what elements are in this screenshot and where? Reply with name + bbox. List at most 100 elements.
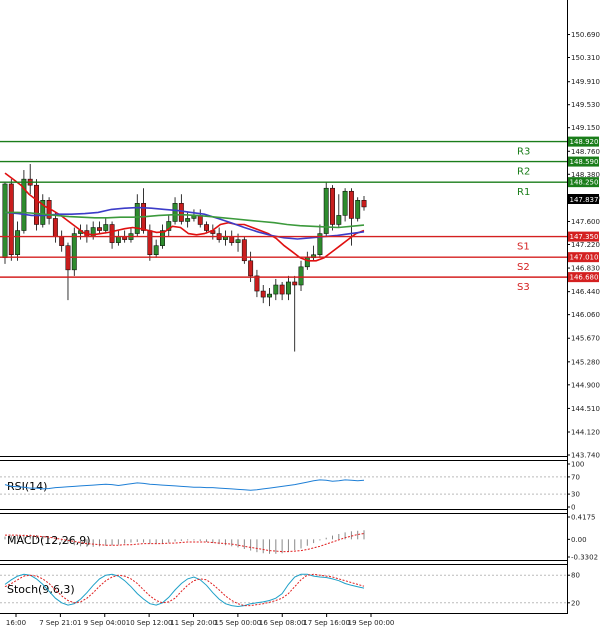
- rsi-line: [4, 479, 365, 491]
- candle: [323, 182, 329, 237]
- time-tick-label: 17 Sep 16:00: [303, 619, 350, 627]
- candle-body: [21, 178, 27, 231]
- candle: [166, 215, 172, 237]
- candle-body: [323, 187, 329, 234]
- candle: [273, 278, 279, 301]
- moving-average-line: [4, 206, 365, 240]
- time-tick-label: 9 Sep 04:00: [84, 619, 126, 627]
- macd-title: MACD(12,26,9): [7, 534, 91, 547]
- level-name-label: S2: [517, 262, 530, 273]
- candle-body: [330, 187, 335, 225]
- candle-body: [267, 293, 272, 298]
- candle-body: [2, 183, 8, 259]
- candle-body: [40, 200, 46, 225]
- indicator-tick-label: 70: [571, 473, 580, 481]
- candle: [153, 239, 159, 258]
- level-price-label: 148.590: [570, 158, 599, 166]
- candle: [97, 221, 102, 234]
- candle-body: [248, 260, 254, 277]
- candle-body: [52, 218, 58, 237]
- candle-body: [361, 200, 367, 208]
- level-price-label: 147.350: [570, 233, 599, 241]
- candle-body: [336, 215, 342, 225]
- candle: [71, 227, 77, 276]
- level-price-tag: [568, 252, 599, 263]
- indicator-tick-label: 0.00: [571, 536, 587, 544]
- rsi-panel: RSI(14) 100 70 30 0: [0, 461, 584, 512]
- candle: [34, 179, 39, 231]
- level-price-tag: [568, 156, 599, 167]
- level-price-label: 148.920: [570, 138, 599, 146]
- candle-body: [235, 239, 241, 243]
- candle-body: [153, 245, 159, 255]
- time-tick-label: 15 Sep 00:00: [215, 619, 262, 627]
- level-price-tag: [568, 177, 599, 188]
- candle-body: [197, 215, 203, 225]
- candle-body: [166, 221, 172, 231]
- candle-body: [317, 233, 323, 255]
- price-tick-label: 144.900: [571, 381, 600, 389]
- macd-signal-line: [5, 533, 365, 553]
- candle: [355, 197, 361, 222]
- macd-panel: MACD(12,26,9) 0.4175 0.00 -0.3302: [4, 514, 598, 562]
- candle: [267, 288, 272, 307]
- level-r3: 148.920 R3: [0, 136, 599, 158]
- level-r1: 148.250 R1: [0, 177, 599, 198]
- price-tick-label: 145.280: [571, 358, 600, 366]
- candle: [292, 275, 298, 352]
- price-tick-label: 148.380: [571, 171, 600, 179]
- level-price-tag: [568, 136, 599, 147]
- level-name-label: R1: [517, 187, 530, 198]
- candle: [109, 221, 115, 249]
- level-price-label: 146.680: [570, 274, 599, 282]
- level-price-tag: [568, 272, 599, 283]
- candle-body: [109, 224, 115, 243]
- candle-body: [160, 230, 165, 246]
- current-price-tag: 147.837: [568, 194, 599, 204]
- candle: [279, 281, 285, 301]
- level-name-label: R3: [517, 147, 530, 158]
- candle-body: [279, 284, 285, 295]
- candle-body: [273, 284, 279, 295]
- candle: [336, 194, 342, 228]
- candle: [178, 194, 184, 225]
- candle-body: [178, 203, 184, 222]
- price-tick-label: 144.120: [571, 429, 600, 437]
- time-tick-label: 16 Sep 08:00: [259, 619, 306, 627]
- candle: [204, 221, 209, 234]
- candle: [298, 260, 304, 292]
- candle-body: [59, 236, 65, 246]
- candle: [342, 188, 348, 222]
- candle: [330, 185, 335, 231]
- panel-frames: [0, 0, 568, 614]
- candle-body: [34, 184, 39, 225]
- stoch-k-line: [4, 573, 365, 608]
- candle: [103, 218, 109, 234]
- current-price-label: 147.837: [570, 196, 599, 204]
- candle: [241, 236, 247, 264]
- candle-body: [285, 281, 291, 295]
- candle: [317, 224, 323, 258]
- candle-body: [71, 233, 77, 271]
- time-axis: 16:00 7 Sep 21:01 9 Sep 04:00 10 Sep 12:001…: [6, 613, 394, 627]
- candle-body: [355, 200, 361, 219]
- level-name-label: S3: [517, 282, 530, 293]
- level-s3: 146.680 S3: [0, 272, 599, 293]
- price-tick-label: 150.310: [571, 54, 600, 62]
- stoch-panel: Stoch(9,6,3) 80 20: [0, 572, 580, 608]
- level-s2: 147.010 S2: [0, 252, 599, 273]
- time-tick-label: 11 Sep 20:00: [170, 619, 217, 627]
- price-tick-label: 147.220: [571, 241, 600, 249]
- stoch-d-line: [4, 573, 365, 607]
- price-tick-label: 150.690: [571, 31, 600, 39]
- price-tick-label: 145.670: [571, 335, 600, 343]
- candle-body: [172, 203, 178, 222]
- indicator-tick-label: 80: [571, 572, 580, 580]
- price-tick-label: 144.510: [571, 405, 600, 413]
- time-tick-label: 19 Sep 00:00: [348, 619, 395, 627]
- candle-body: [260, 290, 266, 298]
- level-price-label: 148.250: [570, 179, 599, 187]
- stoch-title: Stoch(9,6,3): [7, 583, 75, 596]
- level-name-label: R2: [517, 167, 530, 178]
